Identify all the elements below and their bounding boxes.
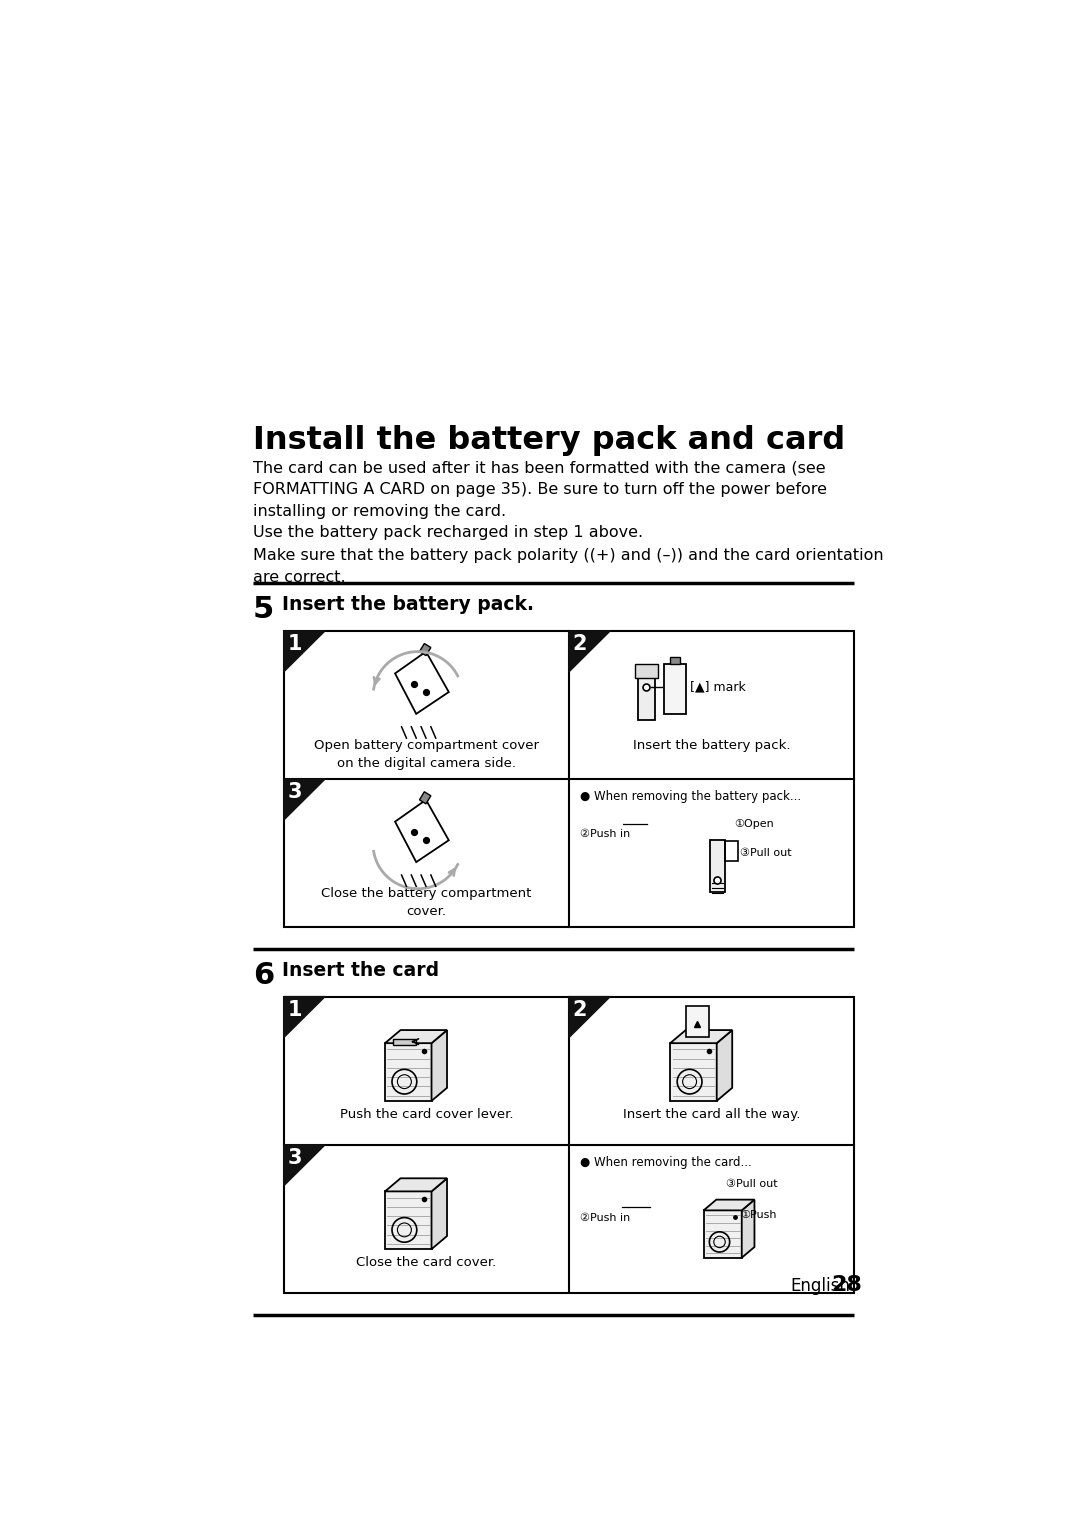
Polygon shape [432, 1179, 447, 1249]
Bar [635, 664, 658, 677]
Polygon shape [703, 1211, 742, 1258]
Polygon shape [569, 631, 610, 671]
Polygon shape [384, 1043, 432, 1101]
Polygon shape [671, 1031, 732, 1043]
Polygon shape [419, 644, 431, 656]
Polygon shape [384, 1031, 447, 1043]
Polygon shape [284, 780, 325, 820]
Text: Make sure that the battery pack polarity ((+) and (–)) and the card orientation
: Make sure that the battery pack polarity… [253, 549, 883, 586]
Text: The card can be used after it has been formatted with the camera (see
FORMATTING: The card can be used after it has been f… [253, 460, 827, 518]
Text: Insert the battery pack.: Insert the battery pack. [282, 595, 535, 615]
Bar [710, 839, 725, 891]
Polygon shape [384, 1191, 432, 1249]
Polygon shape [717, 1031, 732, 1101]
Text: 28: 28 [832, 1275, 862, 1295]
Text: Install the battery pack and card: Install the battery pack and card [253, 425, 845, 456]
Bar [686, 1006, 708, 1037]
Bar [284, 997, 854, 1294]
Polygon shape [419, 792, 431, 804]
Text: 3: 3 [287, 783, 302, 803]
Text: [▲] mark: [▲] mark [690, 680, 745, 694]
Text: ③Pull out: ③Pull out [740, 849, 792, 858]
Text: Push the card cover lever.: Push the card cover lever. [339, 1109, 513, 1121]
Text: 1: 1 [287, 635, 302, 654]
Text: ● When removing the battery pack...: ● When removing the battery pack... [580, 790, 801, 803]
Bar [284, 631, 854, 927]
Polygon shape [284, 631, 325, 671]
Polygon shape [284, 1145, 325, 1187]
Text: Insert the card all the way.: Insert the card all the way. [623, 1109, 800, 1121]
Text: 2: 2 [572, 635, 588, 654]
Text: 2: 2 [572, 1000, 588, 1020]
Text: 5: 5 [253, 595, 274, 624]
Text: Use the battery pack recharged in step 1 above.: Use the battery pack recharged in step 1… [253, 526, 643, 540]
Bar [664, 664, 686, 714]
Polygon shape [284, 997, 325, 1038]
Text: 1: 1 [287, 1000, 302, 1020]
Bar [670, 656, 680, 664]
Text: Insert the battery pack.: Insert the battery pack. [633, 739, 791, 752]
Text: 3: 3 [287, 1148, 302, 1168]
Polygon shape [703, 1200, 755, 1211]
Text: ③Pull out: ③Pull out [726, 1179, 778, 1188]
Polygon shape [742, 1200, 755, 1258]
Text: 6: 6 [253, 962, 274, 991]
Text: ①Open: ①Open [734, 820, 774, 829]
Text: English: English [791, 1277, 850, 1295]
Polygon shape [432, 1031, 447, 1101]
Text: Close the battery compartment
cover.: Close the battery compartment cover. [321, 887, 531, 917]
Polygon shape [384, 1179, 447, 1191]
Text: Insert the card: Insert the card [282, 962, 440, 980]
Polygon shape [569, 997, 610, 1038]
Bar [638, 667, 654, 720]
Text: Open battery compartment cover
on the digital camera side.: Open battery compartment cover on the di… [314, 739, 539, 769]
Text: ②Push in: ②Push in [580, 1212, 630, 1223]
Bar [393, 1038, 416, 1044]
Text: ②Push in: ②Push in [580, 829, 630, 839]
Text: ● When removing the card...: ● When removing the card... [580, 1156, 752, 1168]
Text: ①Push: ①Push [740, 1211, 777, 1220]
Polygon shape [671, 1043, 717, 1101]
Text: Close the card cover.: Close the card cover. [356, 1255, 497, 1269]
